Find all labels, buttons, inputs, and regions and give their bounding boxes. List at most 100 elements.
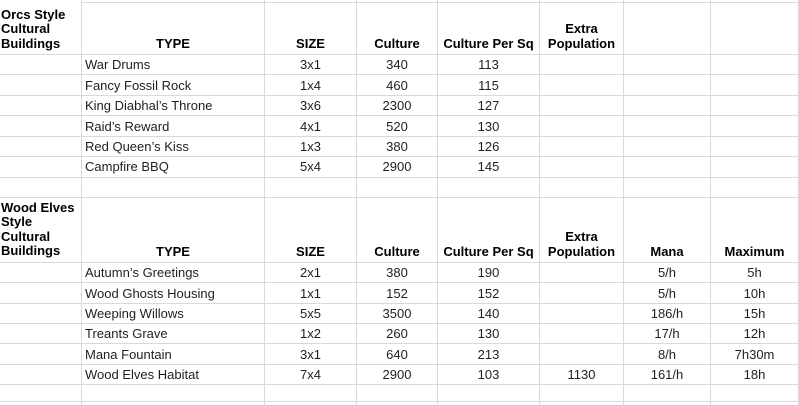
size-cell[interactable]: 2x1: [265, 262, 357, 284]
culture-per-sq-cell[interactable]: 126: [438, 136, 540, 158]
extra-population-cell[interactable]: [540, 303, 624, 325]
empty-cell[interactable]: [0, 177, 82, 198]
maximum-cell[interactable]: 10h: [711, 283, 799, 304]
empty-cell[interactable]: [357, 177, 438, 198]
empty-cell[interactable]: [624, 55, 711, 76]
empty-cell[interactable]: [357, 0, 438, 3]
empty-cell[interactable]: [0, 262, 82, 284]
empty-cell[interactable]: [624, 157, 711, 178]
type-cell[interactable]: Wood Elves Habitat: [82, 364, 265, 386]
culture-cell[interactable]: 340: [357, 55, 438, 76]
wood-elves-header-size[interactable]: SIZE: [265, 197, 357, 263]
empty-cell[interactable]: [438, 401, 540, 405]
extra-population-cell[interactable]: [540, 136, 624, 158]
empty-cell[interactable]: [82, 0, 265, 3]
size-cell[interactable]: 3x1: [265, 55, 357, 76]
extra-population-cell[interactable]: [540, 55, 624, 76]
empty-cell[interactable]: [265, 0, 357, 3]
culture-cell[interactable]: 380: [357, 262, 438, 284]
orcs-header-extra-population[interactable]: Extra Population: [540, 3, 624, 55]
wood-elves-header-extra-population[interactable]: Extra Population: [540, 197, 624, 263]
culture-per-sq-cell[interactable]: 127: [438, 95, 540, 117]
mana-cell[interactable]: 5/h: [624, 283, 711, 304]
type-cell[interactable]: Mana Fountain: [82, 344, 265, 365]
culture-per-sq-cell[interactable]: 213: [438, 344, 540, 365]
empty-cell[interactable]: [711, 401, 799, 405]
empty-cell[interactable]: [0, 116, 82, 137]
empty-cell[interactable]: [624, 116, 711, 137]
mana-cell[interactable]: 161/h: [624, 364, 711, 386]
mana-cell[interactable]: 17/h: [624, 324, 711, 345]
empty-cell[interactable]: [540, 385, 624, 402]
type-cell[interactable]: Autumn’s Greetings: [82, 262, 265, 284]
empty-cell[interactable]: [0, 401, 82, 405]
culture-cell[interactable]: 460: [357, 75, 438, 96]
extra-population-cell[interactable]: 1130: [540, 364, 624, 386]
size-cell[interactable]: 1x4: [265, 75, 357, 96]
empty-cell[interactable]: [711, 95, 799, 117]
culture-cell[interactable]: 380: [357, 136, 438, 158]
size-cell[interactable]: 5x4: [265, 157, 357, 178]
wood-elves-header-mana[interactable]: Mana: [624, 197, 711, 263]
wood-elves-header-type[interactable]: TYPE: [82, 197, 265, 263]
culture-cell[interactable]: 2900: [357, 364, 438, 386]
size-cell[interactable]: 1x1: [265, 283, 357, 304]
type-cell[interactable]: Fancy Fossil Rock: [82, 75, 265, 96]
type-cell[interactable]: Red Queen’s Kiss: [82, 136, 265, 158]
extra-population-cell[interactable]: [540, 324, 624, 345]
culture-per-sq-cell[interactable]: 130: [438, 324, 540, 345]
empty-cell[interactable]: [0, 364, 82, 386]
extra-population-cell[interactable]: [540, 95, 624, 117]
culture-cell[interactable]: 2300: [357, 95, 438, 117]
size-cell[interactable]: 1x3: [265, 136, 357, 158]
wood-elves-header-culture-per-sq[interactable]: Culture Per Sq: [438, 197, 540, 263]
extra-population-cell[interactable]: [540, 75, 624, 96]
empty-cell[interactable]: [711, 116, 799, 137]
type-cell[interactable]: Campfire BBQ: [82, 157, 265, 178]
culture-per-sq-cell[interactable]: 130: [438, 116, 540, 137]
culture-per-sq-cell[interactable]: 113: [438, 55, 540, 76]
empty-cell[interactable]: [0, 55, 82, 76]
empty-cell[interactable]: [265, 401, 357, 405]
type-cell[interactable]: King Diabhal’s Throne: [82, 95, 265, 117]
extra-population-cell[interactable]: [540, 344, 624, 365]
empty-cell[interactable]: [0, 0, 82, 3]
empty-cell[interactable]: [624, 0, 711, 3]
wood-elves-header-culture[interactable]: Culture: [357, 197, 438, 263]
type-cell[interactable]: Wood Ghosts Housing: [82, 283, 265, 304]
culture-per-sq-cell[interactable]: 145: [438, 157, 540, 178]
culture-per-sq-cell[interactable]: 152: [438, 283, 540, 304]
culture-per-sq-cell[interactable]: 190: [438, 262, 540, 284]
empty-cell[interactable]: [711, 177, 799, 198]
empty-cell[interactable]: [82, 401, 265, 405]
empty-cell[interactable]: [357, 385, 438, 402]
size-cell[interactable]: 5x5: [265, 303, 357, 325]
empty-cell[interactable]: [0, 385, 82, 402]
type-cell[interactable]: Weeping Willows: [82, 303, 265, 325]
empty-cell[interactable]: [540, 401, 624, 405]
orcs-header-culture-per-sq[interactable]: Culture Per Sq: [438, 3, 540, 55]
culture-cell[interactable]: 520: [357, 116, 438, 137]
mana-cell[interactable]: 186/h: [624, 303, 711, 325]
empty-cell[interactable]: [82, 177, 265, 198]
empty-cell[interactable]: [711, 3, 799, 55]
empty-cell[interactable]: [438, 0, 540, 3]
extra-population-cell[interactable]: [540, 157, 624, 178]
size-cell[interactable]: 4x1: [265, 116, 357, 137]
culture-cell[interactable]: 152: [357, 283, 438, 304]
maximum-cell[interactable]: 7h30m: [711, 344, 799, 365]
empty-cell[interactable]: [624, 95, 711, 117]
empty-cell[interactable]: [0, 157, 82, 178]
orcs-header-culture[interactable]: Culture: [357, 3, 438, 55]
maximum-cell[interactable]: 12h: [711, 324, 799, 345]
orcs-section-label[interactable]: Orcs Style Cultural Buildings: [0, 3, 82, 55]
culture-per-sq-cell[interactable]: 140: [438, 303, 540, 325]
empty-cell[interactable]: [265, 177, 357, 198]
empty-cell[interactable]: [711, 75, 799, 96]
extra-population-cell[interactable]: [540, 283, 624, 304]
empty-cell[interactable]: [711, 55, 799, 76]
empty-cell[interactable]: [0, 75, 82, 96]
type-cell[interactable]: War Drums: [82, 55, 265, 76]
empty-cell[interactable]: [0, 324, 82, 345]
mana-cell[interactable]: 5/h: [624, 262, 711, 284]
